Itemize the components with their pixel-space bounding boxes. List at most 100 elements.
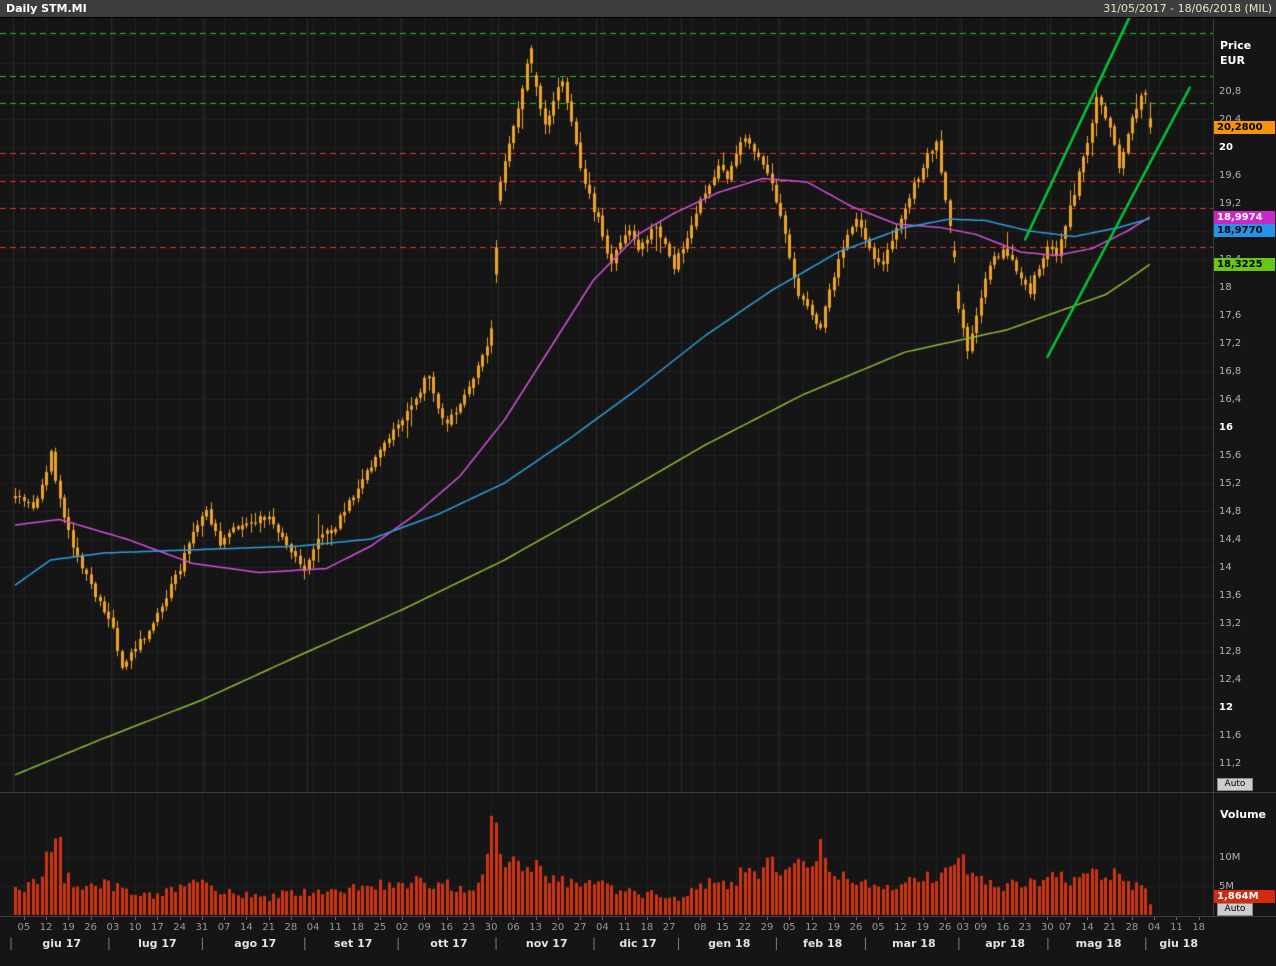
time-tick-mark [963, 917, 964, 920]
price-chart-canvas[interactable] [0, 18, 1214, 792]
time-axis-day-label: 14 [240, 922, 253, 933]
time-axis-day-label: 03 [956, 922, 970, 933]
price-axis-label: 15,6 [1219, 450, 1242, 461]
time-tick-mark [945, 917, 946, 920]
time-axis-month-label: set 17 [333, 937, 373, 950]
time-tick-mark [1065, 917, 1066, 920]
volume-chart-canvas[interactable] [0, 793, 1214, 916]
time-axis-day-label: 15 [716, 922, 729, 933]
time-axis-day-label: 04 [306, 922, 320, 933]
time-axis-day-label: 30 [484, 922, 498, 933]
month-separator: | [956, 936, 961, 950]
price-axis-label: 12,4 [1219, 674, 1242, 685]
time-tick-mark [856, 917, 857, 920]
volume-axis-label: 10M [1219, 852, 1241, 863]
time-tick-mark [180, 917, 181, 920]
time-tick-mark [491, 917, 492, 920]
price-axis-label: 18 [1219, 282, 1232, 293]
time-axis-day-label: 17 [151, 922, 164, 933]
time-tick-mark [789, 917, 790, 920]
time-axis-month-label: feb 18 [803, 937, 843, 950]
chart-title: Daily STM.MI [6, 2, 87, 15]
price-tag: 20,2800 [1214, 120, 1275, 134]
price-axis-label: 12 [1219, 702, 1233, 713]
time-axis-day-label: 07 [217, 922, 231, 933]
time-axis-day-label: 04 [1147, 922, 1161, 933]
time-axis-day-label: 05 [871, 922, 885, 933]
time-axis-day-label: 04 [596, 922, 609, 933]
price-volume-pane-separator[interactable] [0, 792, 1276, 793]
time-axis-day-label: 21 [262, 922, 275, 933]
time-axis-day-label: 19 [827, 922, 841, 933]
time-tick-mark [46, 917, 47, 920]
time-tick-mark [402, 917, 403, 920]
time-axis-day-label: 23 [1018, 922, 1032, 933]
volume-axis-title: Volume [1220, 808, 1266, 821]
time-tick-mark [878, 917, 879, 920]
price-axis-label: 20,4 [1219, 114, 1242, 125]
time-tick-mark [202, 917, 203, 920]
time-axis-day-label: 05 [17, 922, 31, 933]
month-separator: | [302, 936, 307, 950]
month-separator: | [774, 936, 779, 950]
time-tick-mark [647, 917, 648, 920]
time-tick-mark [580, 917, 581, 920]
time-axis-day-label: 03 [106, 922, 120, 933]
price-axis-label: 13,6 [1219, 590, 1242, 601]
time-axis-day-label: 31 [195, 922, 209, 933]
time-tick-mark [745, 917, 746, 920]
time-axis-day-label: 22 [738, 922, 752, 933]
time-axis-month-label: ago 17 [234, 937, 277, 950]
time-tick-mark [246, 917, 247, 920]
time-tick-mark [313, 917, 314, 920]
volume-axis-label: 5M [1219, 881, 1234, 892]
time-axis-day-label: 26 [849, 922, 863, 933]
time-tick-mark [447, 917, 448, 920]
time-tick-mark [1087, 917, 1088, 920]
time-axis-day-label: 11 [618, 922, 631, 933]
time-tick-mark [834, 917, 835, 920]
time-axis-month-label: apr 18 [985, 937, 1026, 950]
month-separator: | [863, 936, 868, 950]
time-axis-day-label: 27 [662, 922, 676, 933]
price-axis-label: 19,6 [1219, 170, 1242, 181]
time-tick-mark [723, 917, 724, 920]
price-axis-label: 14,4 [1219, 534, 1242, 545]
time-axis-day-label: 18 [1192, 922, 1206, 933]
time-axis-day-label: 16 [440, 922, 453, 933]
month-separator: | [494, 936, 499, 950]
month-separator: | [591, 936, 596, 950]
price-axis-label: 11,2 [1219, 758, 1242, 769]
price-tag: 18,9974 [1214, 210, 1275, 224]
time-tick-mark [358, 917, 359, 920]
time-tick-mark [536, 917, 537, 920]
time-axis-day-label: 30 [1041, 922, 1054, 933]
time-axis-month-label: ott 17 [430, 937, 468, 950]
time-axis-day-label: 18 [640, 922, 654, 933]
time-axis-day-label: 16 [996, 922, 1010, 933]
price-axis-label: 14 [1219, 562, 1232, 573]
time-axis-day-label: 24 [173, 922, 186, 933]
time-axis-day-label: 14 [1081, 922, 1094, 933]
volume-axis-panel[interactable]: Volume Auto 10M 5M 1,864M [1214, 793, 1276, 916]
price-scale-auto-button[interactable]: Auto [1217, 778, 1253, 791]
time-axis-day-label: 20 [551, 922, 565, 933]
volume-scale-auto-button[interactable]: Auto [1217, 903, 1253, 916]
time-axis-day-label: 07 [1058, 922, 1072, 933]
time-tick-mark [91, 917, 92, 920]
title-bar: Daily STM.MI 31/05/2017 - 18/06/2018 (MI… [0, 0, 1276, 18]
price-axis-panel[interactable]: Price EUR Auto 20,820,42019,619,218,818,… [1214, 18, 1276, 792]
time-tick-mark [625, 917, 626, 920]
time-tick-mark [1176, 917, 1177, 920]
time-axis-day-label: 09 [418, 922, 431, 933]
price-tag: 18,3225 [1214, 257, 1275, 271]
time-tick-mark [558, 917, 559, 920]
time-axis-panel[interactable]: 05 12 19 26 03 10 17 24 31 07 14 21 28 04 11 18 25 02 09 16… [0, 917, 1276, 966]
time-tick-mark [602, 917, 603, 920]
price-axis-label: 16,8 [1219, 366, 1242, 377]
price-axis-title-line1: Price [1220, 39, 1252, 52]
time-axis-day-label: 27 [573, 922, 587, 933]
month-separator: | [1045, 936, 1050, 950]
time-axis-day-label: 28 [284, 922, 298, 933]
time-tick-mark [1003, 917, 1004, 920]
